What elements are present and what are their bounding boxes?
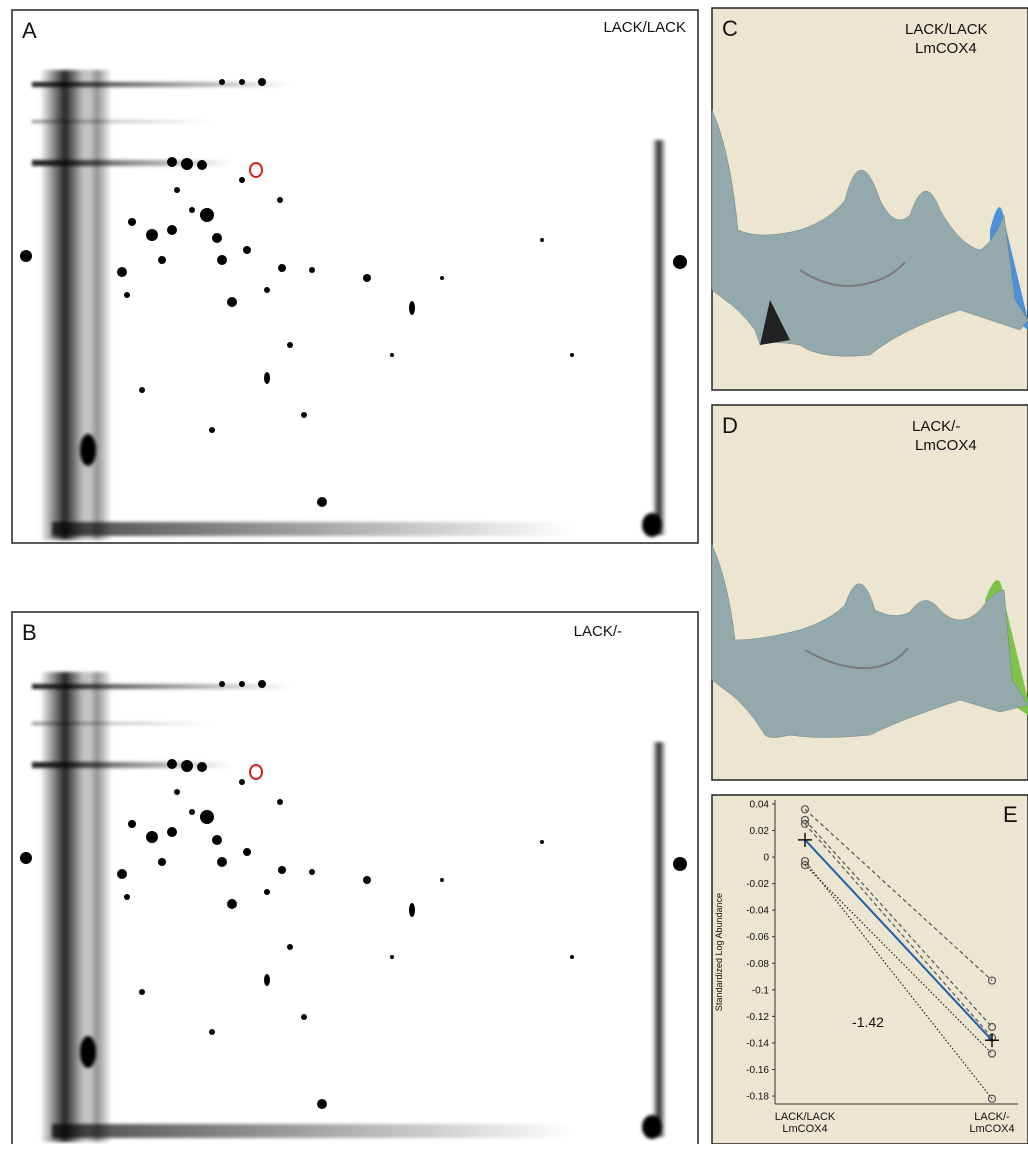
- y-tick-label: -0.14: [746, 1038, 769, 1049]
- label-line: LmCOX4: [915, 40, 977, 57]
- figure: A LACK/LACK B LACK/- C LACK/LACKLmCOX4 D…: [0, 0, 1028, 1144]
- panel-frame: [12, 612, 698, 1144]
- panel-letter: A: [22, 18, 37, 43]
- label-line: LACK/LACK: [603, 19, 686, 36]
- label-line: LACK/-: [912, 418, 960, 435]
- y-tick-label: -0.06: [746, 932, 769, 943]
- panel-e: E 0.04 0.02 0 -0.02 -0.04 -0.06 -0.08 -0.1 -0.12…: [712, 795, 1028, 1144]
- panel-a: A LACK/LACK: [12, 10, 698, 543]
- panel-letter: D: [722, 413, 738, 438]
- label-line: LmCOX4: [782, 1123, 827, 1135]
- y-tick-label: -0.12: [746, 1012, 769, 1023]
- panel-letter: B: [22, 620, 37, 645]
- panel-letter: C: [722, 16, 738, 41]
- y-tick-label: -0.18: [746, 1092, 769, 1103]
- panel-letter: E: [1003, 802, 1018, 827]
- y-tick-label: 0: [763, 853, 769, 864]
- y-axis-label: Standardized Log Abundance: [714, 893, 724, 1011]
- annotation: -1.42: [852, 1014, 884, 1030]
- label-line: LmCOX4: [969, 1123, 1014, 1135]
- y-tick-label: 0.04: [750, 799, 770, 810]
- y-tick-label: 0.02: [750, 826, 770, 837]
- label-line: LACK/LACK: [775, 1111, 836, 1123]
- panel-label: LACK/-: [574, 623, 622, 640]
- panel-b: B LACK/-: [12, 612, 698, 1144]
- y-tick-label: -0.04: [746, 906, 769, 917]
- panel-d: D LACK/- LmCOX4: [712, 405, 1028, 780]
- x-tick-label: LACK/-LmCOX4: [969, 1111, 1014, 1135]
- y-tick-label: -0.16: [746, 1065, 769, 1076]
- label-line: LACK/-: [974, 1111, 1010, 1123]
- label-line: LACK/LACK: [905, 21, 988, 38]
- panel-c: C LACK/LACK LmCOX4: [712, 8, 1028, 390]
- y-tick-label: -0.02: [746, 879, 769, 890]
- panel-label: LACK/LACK: [603, 19, 686, 36]
- y-tick-label: -0.08: [746, 959, 769, 970]
- label-line: LACK/-: [574, 623, 622, 640]
- label-line: LmCOX4: [915, 437, 977, 454]
- y-tick-label: -0.1: [752, 985, 770, 996]
- panel-frame: [12, 10, 698, 543]
